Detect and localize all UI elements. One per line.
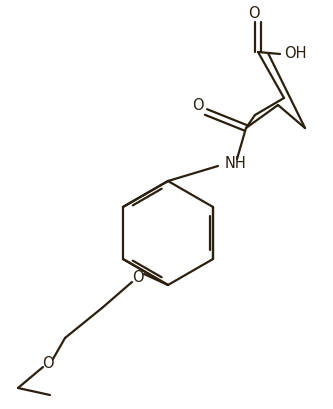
Text: O: O [132,270,144,285]
Text: O: O [42,355,54,371]
Text: O: O [192,99,204,114]
Text: OH: OH [284,47,306,61]
Text: O: O [248,7,260,22]
Text: NH: NH [225,155,247,171]
